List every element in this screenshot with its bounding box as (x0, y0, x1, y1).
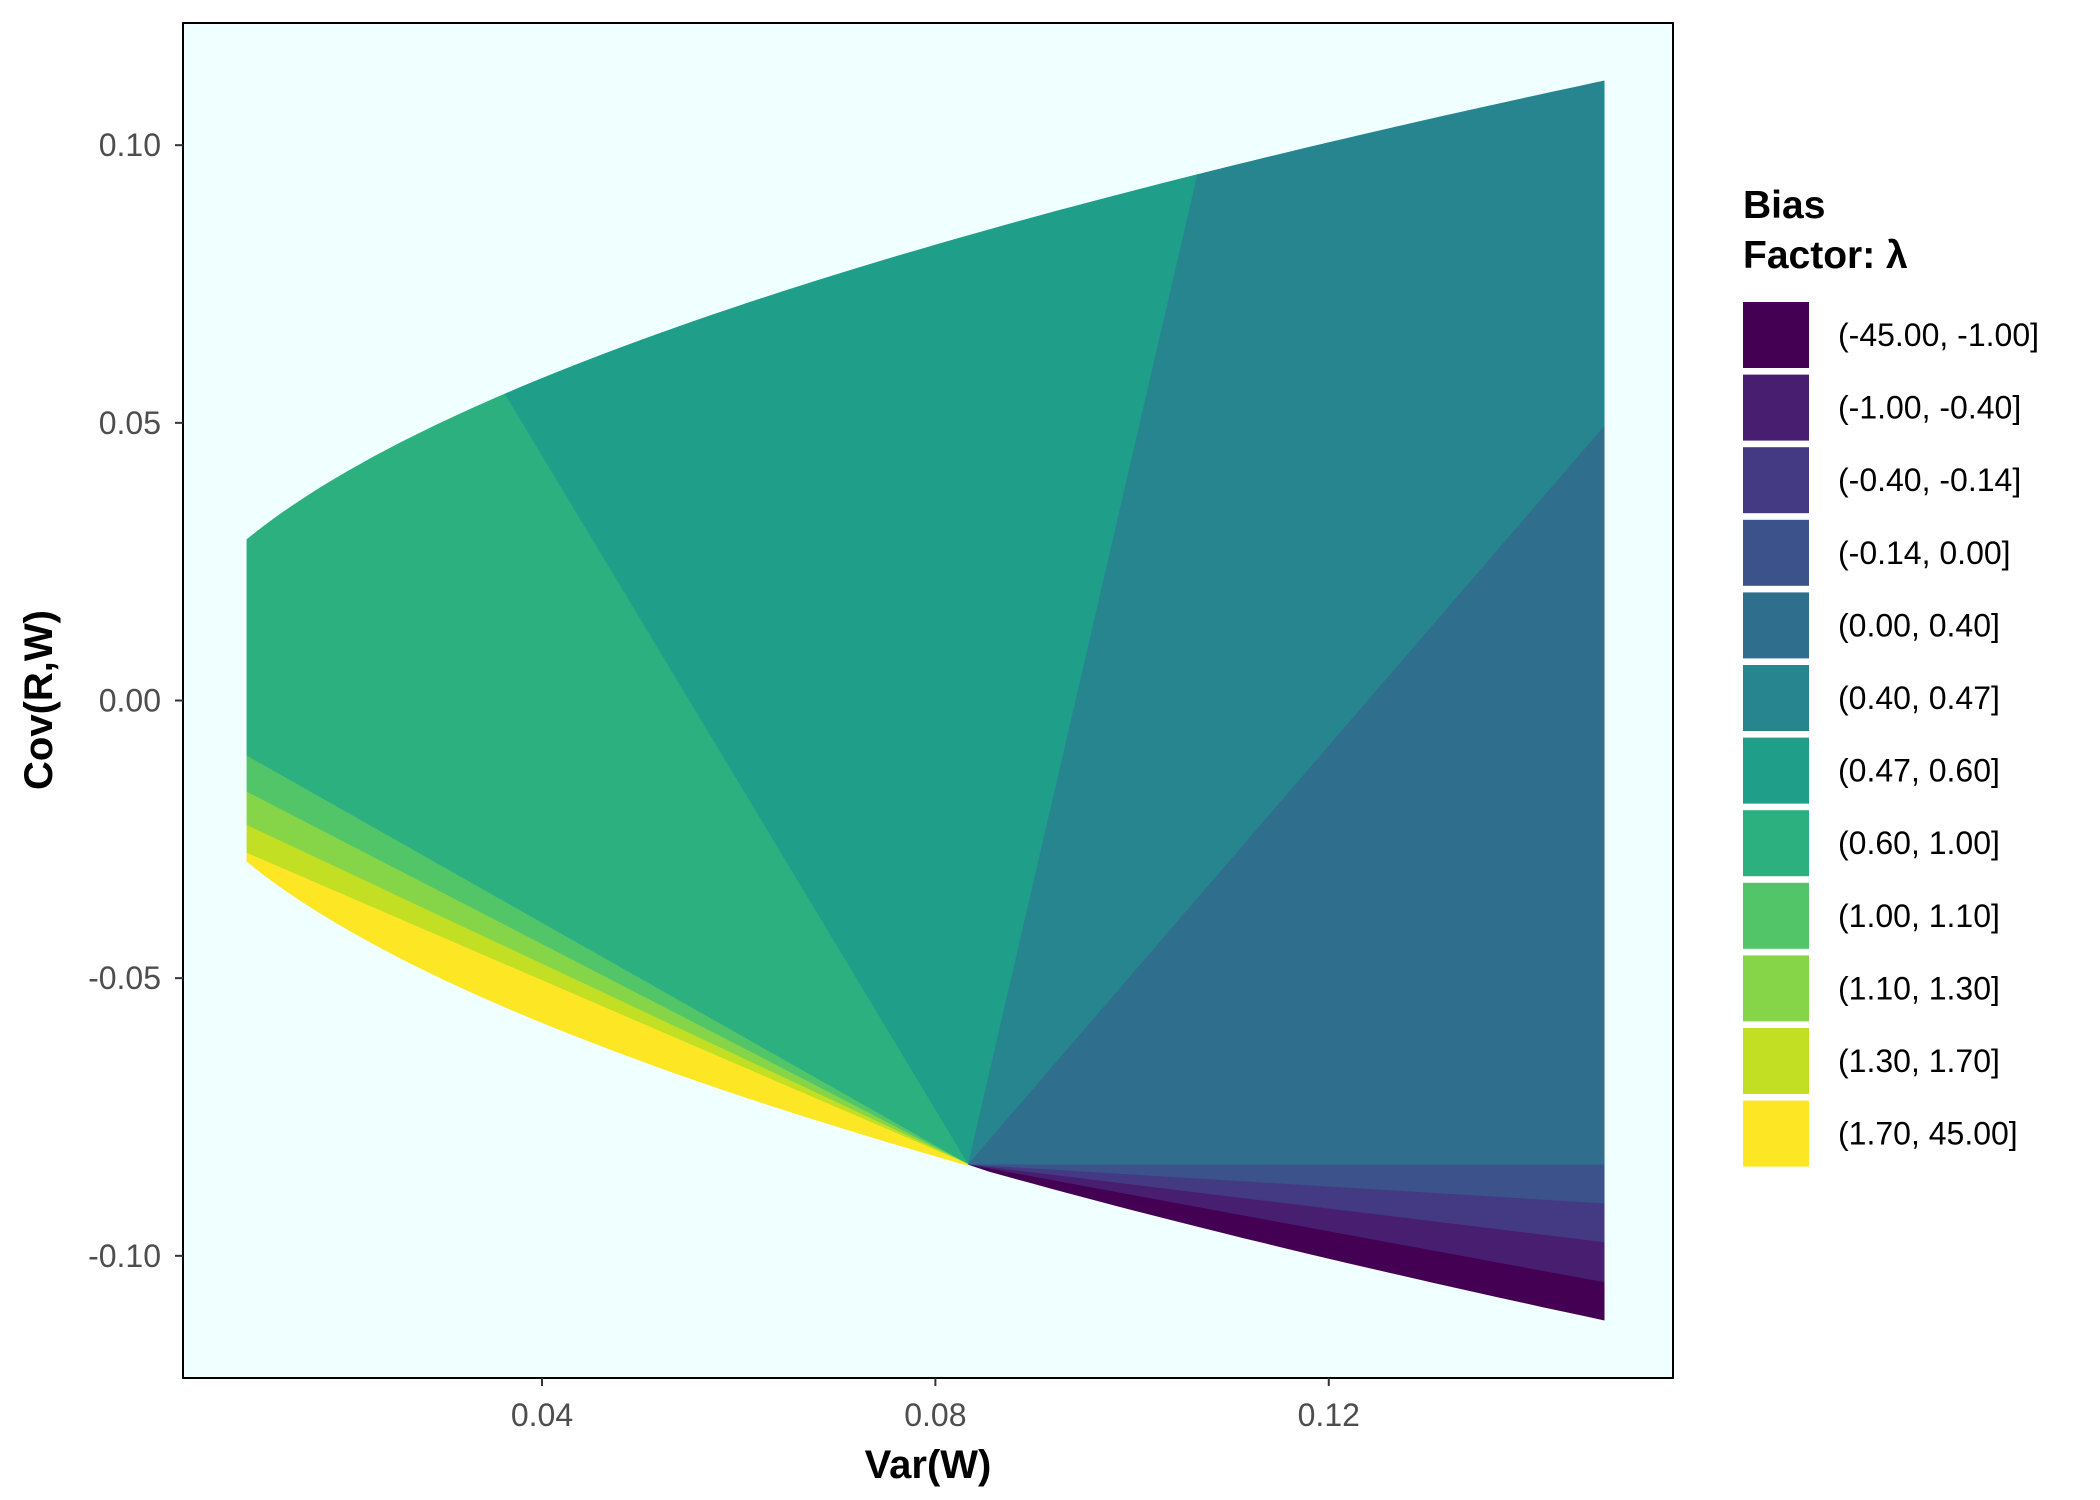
x-tick-label: 0.12 (1298, 1397, 1360, 1433)
legend-key-swatch (1743, 519, 1809, 586)
legend-key-label: (-45.00, -1.00] (1838, 317, 2039, 353)
y-axis-title: Cov(R,W) (17, 610, 61, 790)
legend-key-swatch (1743, 1100, 1809, 1167)
legend-key-swatch (1743, 810, 1809, 877)
legend-key-swatch (1743, 665, 1809, 731)
region-_0.60_1.00_ (246, 393, 969, 1166)
legend-key-swatch (1743, 882, 1809, 949)
y-tick-label: 0.00 (99, 683, 161, 719)
legend-key-label: (1.00, 1.10] (1838, 898, 2000, 934)
x-axis: 0.04 0.08 0.12 (511, 1378, 1360, 1433)
legend-key-label: (0.00, 0.40] (1838, 607, 2000, 643)
region-_-45.00_-1.00_ (967, 1163, 1605, 1321)
region-_0.47_0.60_ (504, 174, 1198, 1165)
legend-key-label: (1.10, 1.30] (1838, 970, 2000, 1006)
legend-key-swatch (1743, 955, 1809, 1022)
region-_0.40_0.47_ (967, 80, 1605, 1165)
legend-key-label: (1.70, 45.00] (1838, 1116, 2018, 1152)
legend-title-line1: Bias (1743, 184, 1825, 227)
y-tick-label: -0.05 (88, 960, 161, 996)
legend-key-label: (0.40, 0.47] (1838, 680, 2000, 716)
legend-key-swatch (1743, 447, 1809, 514)
legend-key-label: (0.60, 1.00] (1838, 825, 2000, 861)
x-tick-label: 0.04 (511, 1397, 573, 1433)
legend-key-swatch (1743, 737, 1809, 804)
x-tick-label: 0.08 (904, 1397, 966, 1433)
legend-key-label: (-0.40, -0.14] (1838, 462, 2021, 498)
legend-items: (-45.00, -1.00] (-1.00, -0.40] (-0.40, -0.… (1743, 302, 2039, 1167)
x-axis-title: Var(W) (865, 1443, 992, 1487)
legend-title-line2: Factor: λ (1743, 234, 1908, 277)
legend-key-swatch (1743, 592, 1809, 659)
legend-key-label: (1.30, 1.70] (1838, 1043, 2000, 1079)
y-tick-label: 0.05 (99, 405, 161, 441)
legend-key-swatch (1743, 302, 1809, 368)
legend-key-swatch (1743, 374, 1809, 441)
y-axis: 0.10 0.05 0.00 -0.05 -0.10 (88, 127, 183, 1274)
chart-regions (246, 80, 1605, 1321)
legend-key-label: (0.47, 0.60] (1838, 753, 2000, 789)
region-_1.70_45.00_ (246, 852, 969, 1166)
y-tick-label: -0.10 (88, 1238, 161, 1274)
y-tick-label: 0.10 (99, 127, 161, 163)
legend-key-label: (-0.14, 0.00] (1838, 535, 2011, 571)
legend-key-label: (-1.00, -0.40] (1838, 390, 2021, 426)
legend: Bias Factor: λ (-45.00, -1.00] (-1.00, -0… (1743, 184, 2039, 1167)
legend-key-swatch (1743, 1028, 1809, 1094)
